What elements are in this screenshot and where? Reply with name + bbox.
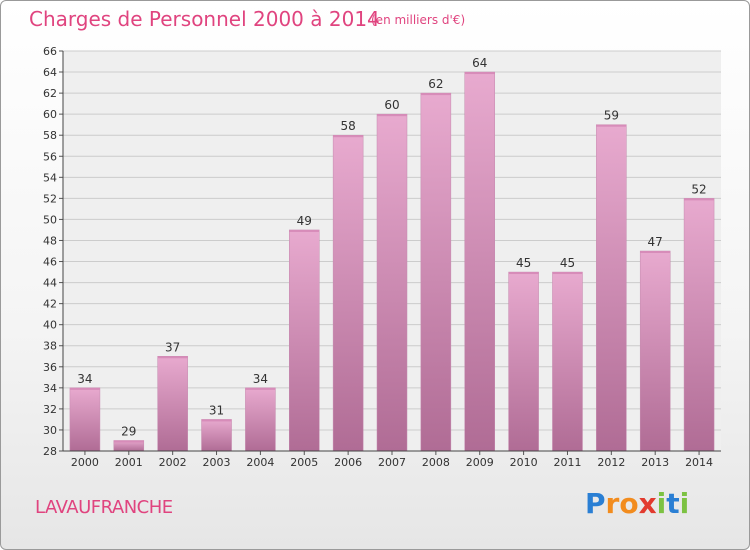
y-tick-label: 52	[43, 192, 57, 205]
bar	[245, 387, 276, 452]
data-label: 47	[648, 235, 663, 249]
data-label: 62	[428, 77, 443, 91]
data-label: 34	[253, 372, 268, 386]
bar-cap	[552, 272, 583, 275]
bar	[552, 271, 583, 452]
data-label: 60	[384, 98, 399, 112]
bar	[639, 250, 671, 452]
bar-cap	[201, 419, 232, 422]
data-label: 37	[165, 340, 180, 354]
bar-cap	[508, 272, 539, 275]
x-tick-label: 2011	[553, 456, 581, 469]
data-label: 64	[472, 56, 487, 70]
y-tick-label: 28	[43, 445, 57, 458]
bar	[508, 271, 539, 452]
data-label: 45	[516, 256, 531, 270]
y-tick-label: 32	[43, 403, 57, 416]
x-tick-label: 2008	[422, 456, 450, 469]
logo-letter: o	[619, 487, 639, 520]
bar	[69, 387, 101, 452]
x-tick-label: 2007	[378, 456, 406, 469]
y-tick-label: 30	[43, 424, 57, 437]
proxiti-logo: Proxiti	[585, 487, 689, 520]
y-tick-label: 34	[43, 382, 57, 395]
x-tick-label: 2010	[510, 456, 538, 469]
bar-cap	[333, 135, 364, 138]
y-tick-label: 38	[43, 340, 57, 353]
y-tick-label: 62	[43, 87, 57, 100]
logo-letter: P	[585, 487, 606, 520]
bar-cap	[684, 198, 715, 201]
chart-subtitle: (en milliers d'€)	[371, 13, 466, 27]
bar-cap	[157, 356, 188, 359]
data-label: 52	[691, 182, 706, 196]
y-tick-label: 64	[43, 66, 57, 79]
bar	[201, 419, 232, 452]
y-tick-label: 36	[43, 361, 57, 374]
logo-letter: i	[679, 487, 690, 520]
y-tick-label: 50	[43, 213, 57, 226]
data-label: 59	[604, 109, 619, 123]
x-tick-label: 2000	[71, 456, 99, 469]
x-tick-label: 2012	[597, 456, 625, 469]
bar-cap	[420, 93, 451, 96]
bar-cap	[640, 251, 671, 253]
bar-cap	[596, 124, 627, 127]
bar-cap	[245, 387, 276, 390]
bar-cap	[289, 229, 320, 232]
x-tick-label: 2002	[159, 456, 187, 469]
bar	[376, 113, 408, 452]
x-tick-label: 2014	[685, 456, 713, 469]
logo-letter: r	[605, 487, 620, 520]
x-tick-label: 2005	[290, 456, 318, 469]
y-tick-label: 44	[43, 277, 57, 290]
data-label: 31	[209, 403, 224, 417]
data-label: 34	[77, 372, 92, 386]
bar	[332, 134, 364, 452]
bar	[683, 198, 715, 452]
x-tick-label: 2004	[246, 456, 274, 469]
bar-cap	[69, 387, 100, 390]
data-label: 29	[121, 424, 136, 438]
y-tick-label: 46	[43, 256, 57, 269]
logo-letter: t	[666, 487, 680, 520]
x-tick-label: 2006	[334, 456, 362, 469]
commune-name: LAVAUFRANCHE	[35, 497, 173, 518]
bar	[596, 124, 627, 452]
data-label: 49	[297, 214, 312, 228]
y-tick-label: 60	[43, 108, 57, 121]
x-tick-label: 2003	[203, 456, 231, 469]
chart-title: Charges de Personnel 2000 à 2014	[29, 7, 380, 31]
bar	[420, 92, 452, 452]
bar	[464, 71, 495, 452]
bar	[157, 356, 188, 452]
data-label: 58	[340, 119, 355, 133]
x-tick-label: 2013	[641, 456, 669, 469]
x-tick-label: 2001	[115, 456, 143, 469]
x-tick-label: 2009	[466, 456, 494, 469]
bar-cap	[113, 440, 144, 443]
bar	[289, 229, 320, 452]
data-label: 45	[560, 256, 575, 270]
y-tick-label: 48	[43, 234, 57, 247]
y-tick-label: 58	[43, 129, 57, 142]
y-tick-label: 42	[43, 298, 57, 311]
y-tick-label: 66	[43, 45, 57, 58]
y-tick-label: 56	[43, 150, 57, 163]
y-tick-label: 40	[43, 319, 57, 332]
logo-letter: x	[638, 487, 657, 520]
bar-cap	[464, 72, 495, 75]
logo-letter: i	[656, 487, 667, 520]
y-tick-label: 54	[43, 171, 57, 184]
bar-cap	[377, 114, 407, 117]
